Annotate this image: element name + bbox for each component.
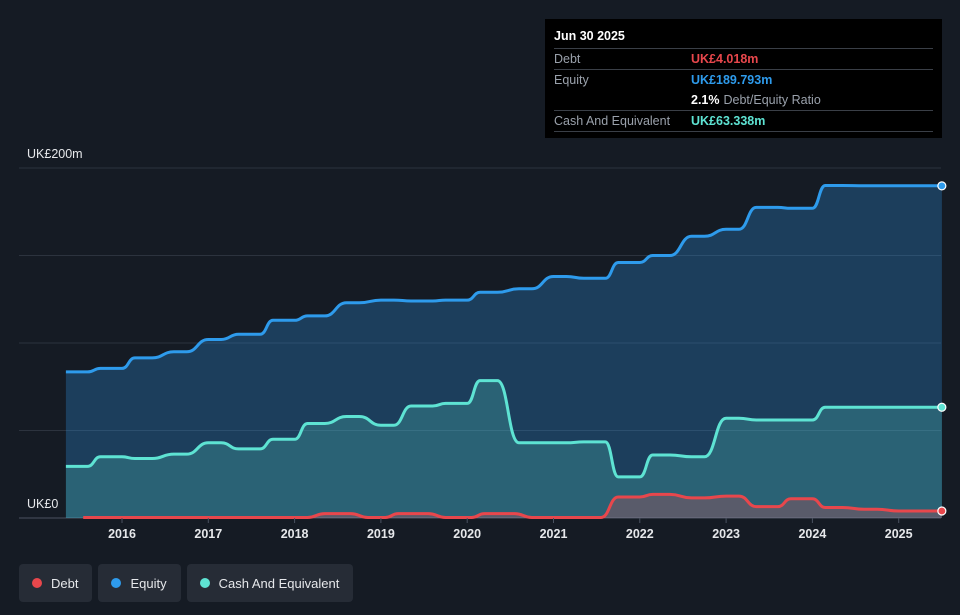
equity-dot-icon xyxy=(111,578,122,588)
legend-debt-label: Debt xyxy=(51,575,79,591)
x-tick-label: 2021 xyxy=(540,527,568,541)
debt-dot-icon xyxy=(32,578,42,588)
x-tick-label: 2016 xyxy=(108,527,136,541)
tooltip-debt-row: Debt UK£4.018m xyxy=(554,49,933,70)
x-tick-label: 2017 xyxy=(194,527,222,541)
legend-equity-label: Equity xyxy=(130,575,167,591)
equity-area xyxy=(65,185,942,518)
x-tick-label: 2024 xyxy=(798,527,826,541)
x-tick-label: 2023 xyxy=(712,527,740,541)
tooltip-debt-value: UK£4.018m xyxy=(691,52,759,66)
y-tick-label-top: UK£200m xyxy=(27,147,83,161)
tooltip-equity-row: Equity UK£189.793m xyxy=(554,70,933,90)
x-tick-label: 2018 xyxy=(281,527,309,541)
tooltip-ratio-label: Debt/Equity Ratio xyxy=(723,93,821,107)
legend-cash-label: Cash And Equivalent xyxy=(218,575,340,591)
cash-and-equivalent-end-point xyxy=(937,402,947,412)
debt-end-point xyxy=(937,506,947,516)
cash-dot-icon xyxy=(199,578,210,588)
debt-area xyxy=(83,494,942,518)
tooltip-ratio-row: 2.1% Debt/Equity Ratio xyxy=(554,90,933,111)
cash-and-equivalent-area xyxy=(65,380,942,518)
tooltip-equity-value: UK£189.793m xyxy=(691,73,773,87)
x-axis-ticks: 2016 2017 2018 2019 2020 2021 2022 2023 2024 2025 xyxy=(108,518,913,541)
legend-item-cash[interactable]: Cash And Equivalent xyxy=(186,564,354,602)
tooltip-ratio-value: 2.1% xyxy=(691,93,720,107)
series-lines xyxy=(65,181,947,520)
equity-line xyxy=(65,183,942,374)
y-tick-label-zero: UK£0 xyxy=(27,497,59,511)
equity-end-point xyxy=(937,181,947,191)
tooltip-cash-label: Cash And Equivalent xyxy=(554,114,671,128)
x-tick-label: 2022 xyxy=(626,527,654,541)
x-tick-label: 2025 xyxy=(885,527,913,541)
series-areas xyxy=(65,185,942,518)
tooltip-cash-value: UK£63.338m xyxy=(691,114,766,128)
cash-and-equivalent-line xyxy=(65,379,942,479)
grid-lines xyxy=(19,167,941,519)
tooltip-debt-label: Debt xyxy=(554,52,581,66)
legend-item-debt[interactable]: Debt xyxy=(19,564,93,602)
debt-line xyxy=(83,492,942,520)
legend-item-equity[interactable]: Equity xyxy=(98,564,181,602)
data-tooltip: Jun 30 2025 Debt UK£4.018m Equity UK£189… xyxy=(545,19,942,138)
tooltip-date: Jun 30 2025 xyxy=(554,27,933,49)
x-tick-label: 2019 xyxy=(367,527,395,541)
x-tick-label: 2020 xyxy=(453,527,481,541)
tooltip-cash-row: Cash And Equivalent UK£63.338m xyxy=(554,111,933,132)
chart-legend: Debt Equity Cash And Equivalent xyxy=(19,564,354,602)
tooltip-equity-label: Equity xyxy=(554,73,589,87)
